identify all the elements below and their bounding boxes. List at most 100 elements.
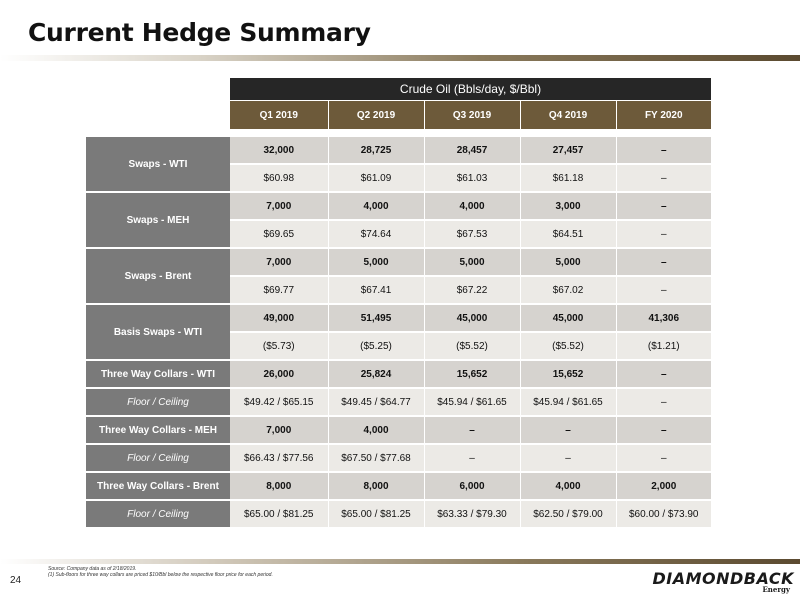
- table-cell: ($5.25): [328, 332, 425, 361]
- row-sublabel: Floor / Ceiling: [86, 388, 230, 417]
- row-label: Swaps - Brent: [86, 248, 230, 305]
- table-cell: –: [616, 192, 711, 221]
- row-sublabel: Floor / Ceiling: [86, 444, 230, 473]
- table-cell: –: [616, 388, 711, 417]
- table-cell: $62.50 / $79.00: [520, 500, 617, 529]
- hedge-table-body: Swaps - WTI 32,000 28,725 28,457 27,457– $60.…: [86, 129, 711, 529]
- table-cell: $61.09: [328, 164, 425, 193]
- blank-corner: [86, 100, 230, 129]
- table-cell: –: [616, 416, 711, 445]
- row-sublabel: Floor / Ceiling: [86, 500, 230, 529]
- logo-subtitle: Energy: [762, 585, 790, 594]
- table-row: Three Way Collars - WTI 26,000 25,824 15,65…: [86, 360, 711, 389]
- table-cell: 25,824: [328, 360, 425, 389]
- table-row: Basis Swaps - WTI 49,000 51,495 45,000 45,00…: [86, 304, 711, 361]
- table-cell: 5,000: [520, 248, 617, 277]
- table-cell: 26,000: [230, 360, 329, 389]
- table-cell: 7,000: [230, 248, 329, 277]
- table-cell: ($5.52): [520, 332, 617, 361]
- table-row: $60.98 $61.09 $61.03 $61.18–: [86, 164, 711, 193]
- title-divider: [0, 55, 800, 61]
- table-cell: 5,000: [424, 248, 521, 277]
- table-cell: 7,000: [230, 192, 329, 221]
- table-row: ($5.73) ($5.25) ($5.52) ($5.52) ($1.21): [86, 332, 711, 361]
- table-cell: 4,000: [424, 192, 521, 221]
- table-cell: $67.02: [520, 276, 617, 305]
- table-cell: 4,000: [520, 472, 617, 501]
- table-cell: 45,000: [520, 304, 617, 333]
- table-cell: $67.53: [424, 220, 521, 249]
- column-header: Q3 2019: [424, 100, 521, 129]
- row-label: Swaps - MEH: [86, 192, 230, 249]
- page-number: 24: [10, 575, 22, 586]
- spacer-row: [86, 129, 711, 137]
- table-cell: 15,652: [424, 360, 521, 389]
- row-label: Three Way Collars - Brent: [86, 472, 230, 501]
- table-row: $69.77 $67.41 $67.22 $67.02–: [86, 276, 711, 305]
- hedge-table: Crude Oil (Bbls/day, $/Bbl) Q1 2019 Q2 2…: [86, 78, 711, 529]
- table-row: Floor / Ceiling $65.00 / $81.25 $65.00 / $…: [86, 500, 711, 529]
- super-header: Crude Oil (Bbls/day, $/Bbl): [230, 78, 711, 101]
- blank-corner: [86, 78, 230, 101]
- table-row: Three Way Collars - Brent 8,000 8,000 6,000…: [86, 472, 711, 501]
- table-cell: $65.00 / $81.25: [230, 500, 329, 529]
- table-cell: –: [616, 164, 711, 193]
- table-row: Floor / Ceiling $49.42 / $65.15 $49.45 / $…: [86, 388, 711, 417]
- table-cell: 41,306: [616, 304, 711, 333]
- company-logo: DIAMONDBACK Energy: [636, 569, 794, 595]
- table-cell: –: [520, 416, 617, 445]
- table-cell: ($5.52): [424, 332, 521, 361]
- table-cell: $67.41: [328, 276, 425, 305]
- row-label: Basis Swaps - WTI: [86, 304, 230, 361]
- table-cell: $67.50 / $77.68: [328, 444, 425, 473]
- table-cell: –: [616, 137, 711, 165]
- table-cell: –: [616, 220, 711, 249]
- column-header: Q2 2019: [328, 100, 425, 129]
- table-cell: 5,000: [328, 248, 425, 277]
- table-cell: 7,000: [230, 416, 329, 445]
- table-cell: $69.77: [230, 276, 329, 305]
- table-cell: $65.00 / $81.25: [328, 500, 425, 529]
- footnote-1: (1) Sub-floors for three way collars are…: [48, 572, 273, 578]
- row-label: Three Way Collars - MEH: [86, 416, 230, 445]
- table-cell: 8,000: [328, 472, 425, 501]
- table-cell: –: [424, 444, 521, 473]
- table-cell: $60.98: [230, 164, 329, 193]
- table-cell: $67.22: [424, 276, 521, 305]
- table-cell: 4,000: [328, 416, 425, 445]
- table-cell: 27,457: [520, 137, 617, 165]
- table-cell: 51,495: [328, 304, 425, 333]
- table-row: Three Way Collars - MEH 7,000 4,000– – –: [86, 416, 711, 445]
- table-cell: 8,000: [230, 472, 329, 501]
- column-header: FY 2020: [616, 100, 711, 129]
- table-cell: 49,000: [230, 304, 329, 333]
- table-cell: 28,725: [328, 137, 425, 165]
- table-cell: –: [616, 444, 711, 473]
- table-row: Swaps - MEH 7,000 4,000 4,000 3,000–: [86, 192, 711, 249]
- row-label: Swaps - WTI: [86, 137, 230, 193]
- table-cell: $74.64: [328, 220, 425, 249]
- table-cell: 15,652: [520, 360, 617, 389]
- table-cell: $61.03: [424, 164, 521, 193]
- table-row: Swaps - Brent 7,000 5,000 5,000 5,000–: [86, 248, 711, 305]
- footnotes: Source: Company data as of 2/18/2019. (1…: [48, 566, 273, 578]
- table-cell: $69.65: [230, 220, 329, 249]
- table-cell: 32,000: [230, 137, 329, 165]
- table-cell: 28,457: [424, 137, 521, 165]
- table-cell: –: [616, 276, 711, 305]
- table-cell: ($5.73): [230, 332, 329, 361]
- table-row: Floor / Ceiling $66.43 / $77.56 $67.50 / $…: [86, 444, 711, 473]
- table-cell: $63.33 / $79.30: [424, 500, 521, 529]
- table-row: $69.65 $74.64 $67.53 $64.51–: [86, 220, 711, 249]
- table-cell: $45.94 / $61.65: [520, 388, 617, 417]
- table-cell: $61.18: [520, 164, 617, 193]
- table-cell: –: [520, 444, 617, 473]
- table-row: Swaps - WTI 32,000 28,725 28,457 27,457–: [86, 137, 711, 193]
- row-label: Three Way Collars - WTI: [86, 360, 230, 389]
- column-header: Q1 2019: [230, 100, 329, 129]
- table-cell: $66.43 / $77.56: [230, 444, 329, 473]
- table-cell: –: [424, 416, 521, 445]
- footer-divider: [0, 559, 800, 564]
- table-cell: ($1.21): [616, 332, 711, 361]
- table-cell: $49.42 / $65.15: [230, 388, 329, 417]
